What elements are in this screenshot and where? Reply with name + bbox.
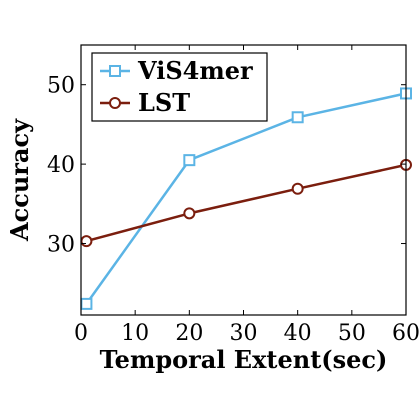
series-0-point-2 [291, 111, 304, 124]
series-line-1 [86, 163, 407, 243]
legend-box [91, 52, 268, 122]
x-tick-label-40: 40 [284, 321, 312, 346]
series-0-point-0 [80, 297, 93, 310]
series-line-0 [85, 92, 407, 305]
y-axis-title: Accuracy [5, 118, 34, 242]
series-layer [80, 87, 412, 310]
x-tick-label-0: 0 [74, 321, 88, 346]
x-tick-label-50: 50 [338, 321, 366, 346]
legend-marker-1 [109, 97, 121, 109]
legend: ViS4mer LST [91, 52, 268, 122]
x-axis-title: Temporal Extent(sec) [100, 345, 388, 374]
tick-layer: 0 10 20 30 40 50 60 30 40 50 [47, 45, 420, 346]
y-tick-label-40: 40 [47, 153, 75, 178]
y-tick-label-50: 50 [47, 74, 75, 99]
series-1-point-2 [291, 182, 304, 195]
x-tick-label-20: 20 [175, 321, 203, 346]
series-1-point-0 [80, 235, 93, 248]
y-tick-label-30: 30 [47, 233, 75, 258]
x-tick-label-10: 10 [121, 321, 149, 346]
legend-marker-0 [109, 65, 121, 77]
legend-label-1: LST [138, 88, 190, 117]
legend-label-0: ViS4mer [137, 56, 253, 85]
series-1-point-1 [183, 207, 196, 220]
x-tick-label-60: 60 [392, 321, 420, 346]
legend-entries: ViS4mer LST [100, 56, 253, 117]
x-tick-label-30: 30 [230, 321, 258, 346]
series-0-point-1 [183, 154, 196, 167]
